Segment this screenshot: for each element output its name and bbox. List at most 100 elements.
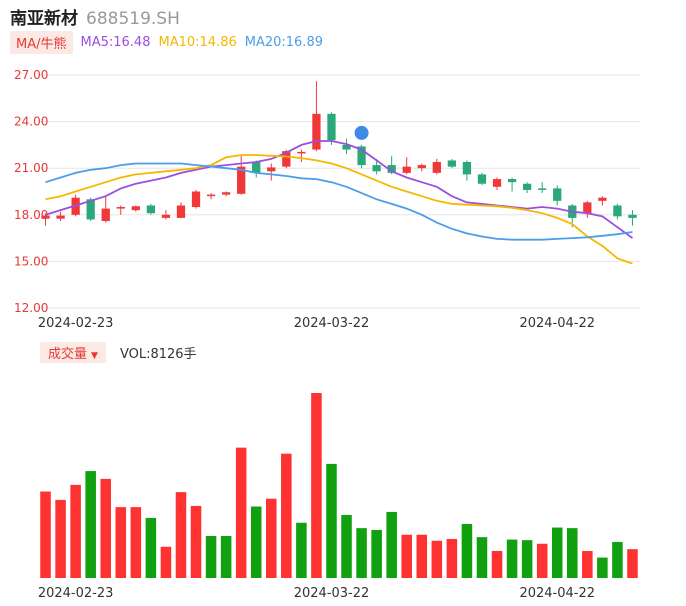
- stock-header: 南亚新材 688519.SH: [10, 4, 180, 29]
- candle-body: [522, 183, 532, 190]
- candle-body: [538, 188, 547, 190]
- candle-body: [101, 208, 110, 222]
- candle-body: [161, 214, 171, 218]
- candle-body: [613, 205, 622, 217]
- volume-bar: [190, 505, 202, 578]
- volume-bar: [612, 541, 623, 578]
- ma-mode-selector[interactable]: MA/牛熊: [10, 30, 73, 54]
- volume-bar: [281, 453, 292, 578]
- y-tick-label: 21.00: [14, 161, 48, 175]
- ma-legend: MA/牛熊 MA5:16.48 MA10:14.86 MA20:16.89: [10, 30, 323, 54]
- volume-bar: [341, 514, 352, 578]
- y-tick-label: 18.00: [14, 208, 48, 222]
- caret-down-icon: ▼: [91, 350, 98, 361]
- y-tick-label: 12.00: [14, 301, 48, 315]
- x-tick-label: 2024-03-22: [294, 316, 370, 331]
- volume-mode-selector[interactable]: 成交量 ▼: [40, 341, 106, 363]
- volume-bar: [521, 540, 533, 578]
- candle-body: [146, 205, 156, 214]
- candle-body: [312, 113, 321, 150]
- candle-body: [206, 194, 216, 197]
- volume-bar: [476, 537, 488, 578]
- candle-body: [237, 166, 246, 194]
- x-tick-label: 2024-04-22: [519, 316, 595, 331]
- volume-bar: [235, 447, 247, 578]
- candle-body: [176, 205, 186, 218]
- volume-bar: [250, 506, 262, 578]
- candle-body: [116, 207, 125, 209]
- volume-legend: 成交量 ▼ VOL:8126手: [40, 341, 197, 363]
- volume-label: VOL:8126手: [119, 346, 197, 362]
- candle-body: [297, 151, 306, 154]
- candle-body: [191, 191, 201, 208]
- volume-bar: [160, 546, 172, 578]
- stock-name: 南亚新材: [10, 9, 78, 29]
- candle-body: [628, 214, 637, 218]
- candle-body: [327, 113, 336, 141]
- volume-bar: [40, 491, 51, 578]
- volume-x-tick-label: 2024-04-22: [519, 586, 595, 601]
- candle-body: [221, 192, 231, 195]
- volume-bar: [551, 527, 563, 578]
- volume-bar: [536, 543, 548, 578]
- candle-body: [507, 179, 517, 183]
- volume-bar: [356, 528, 367, 578]
- stock-code: 688519.SH: [86, 9, 180, 29]
- candle-body: [553, 188, 562, 201]
- volume-mode-label: 成交量: [48, 346, 88, 362]
- event-marker-icon: [354, 125, 369, 140]
- volume-bar: [506, 539, 518, 578]
- candle-body: [462, 161, 472, 175]
- candle-body: [357, 146, 366, 166]
- volume-bar: [145, 517, 157, 578]
- ma10-line: [45, 154, 633, 265]
- candle-body: [342, 144, 351, 150]
- volume-bar: [446, 538, 458, 578]
- volume-bar: [205, 535, 217, 578]
- volume-bar: [371, 529, 382, 578]
- ma5-line: [45, 140, 634, 239]
- volume-bar: [311, 393, 322, 578]
- candle-body: [432, 161, 441, 173]
- volume-bar: [461, 523, 473, 578]
- volume-bar: [220, 535, 232, 578]
- volume-bar: [175, 492, 187, 578]
- volume-bar: [597, 557, 608, 578]
- candle-body: [583, 202, 592, 214]
- volume-bar: [386, 511, 397, 578]
- volume-bar: [326, 463, 337, 578]
- volume-bar: [567, 528, 578, 578]
- volume-bar: [416, 534, 428, 578]
- y-tick-label: 15.00: [14, 254, 48, 268]
- candle-body: [86, 199, 95, 220]
- candle-body: [56, 215, 65, 219]
- candle-body: [267, 167, 276, 172]
- candle-body: [372, 165, 381, 172]
- candle-body: [477, 174, 487, 184]
- ma20-label: MA20:16.89: [244, 34, 323, 50]
- volume-bar: [130, 507, 142, 578]
- candle-body: [131, 206, 140, 211]
- candle-body: [492, 179, 502, 187]
- volume-bar: [85, 471, 96, 578]
- candle-body: [252, 161, 261, 173]
- volume-bar: [401, 534, 412, 578]
- candle-body: [282, 151, 291, 167]
- y-tick-label: 27.00: [14, 68, 48, 82]
- y-tick-label: 24.00: [14, 115, 48, 129]
- candle-body: [41, 215, 50, 219]
- candle-body: [402, 166, 411, 173]
- candle-body: [417, 165, 426, 169]
- volume-bar: [431, 540, 443, 578]
- volume-bar: [115, 507, 127, 578]
- volume-bar: [582, 550, 593, 578]
- volume-bar: [627, 549, 638, 578]
- volume-bar: [491, 550, 503, 578]
- candle-body: [598, 197, 607, 201]
- volume-bar: [70, 484, 81, 578]
- volume-x-tick-label: 2024-03-22: [294, 586, 370, 601]
- ma10-label: MA10:14.86: [158, 34, 237, 50]
- volume-bar: [55, 499, 66, 578]
- volume-x-tick-label: 2024-02-23: [38, 586, 114, 601]
